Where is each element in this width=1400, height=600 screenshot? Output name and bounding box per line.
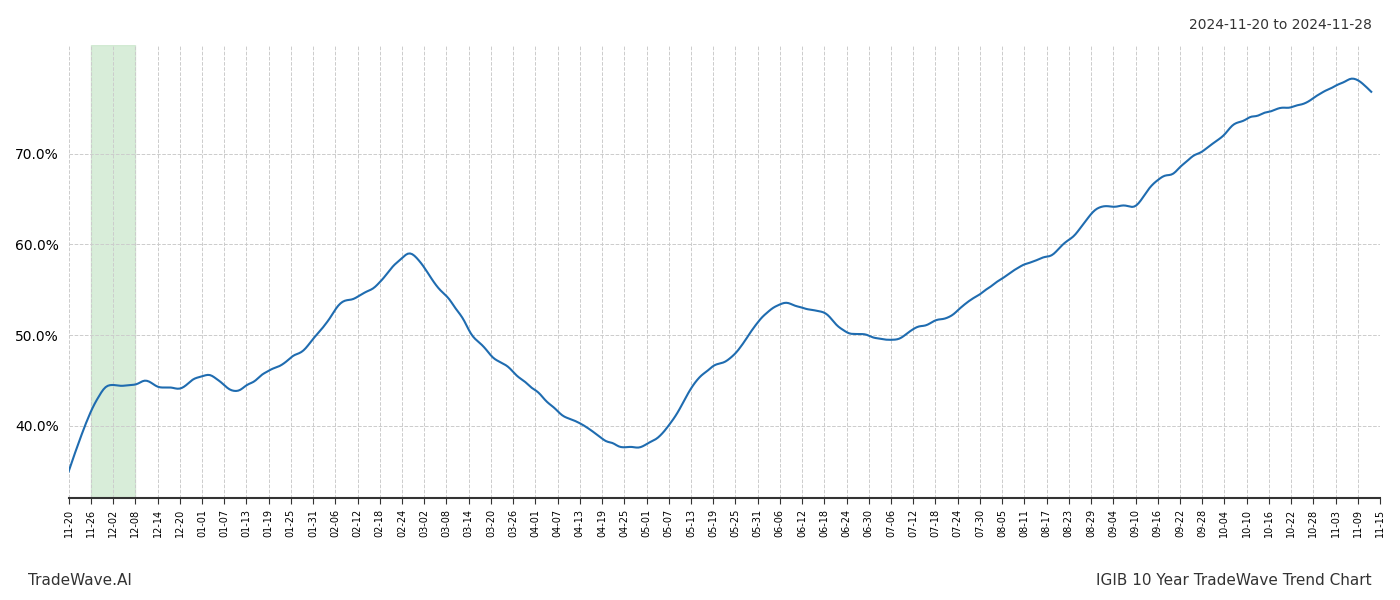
Bar bbox=[91, 45, 136, 498]
Text: TradeWave.AI: TradeWave.AI bbox=[28, 573, 132, 588]
Text: 2024-11-20 to 2024-11-28: 2024-11-20 to 2024-11-28 bbox=[1189, 18, 1372, 32]
Text: IGIB 10 Year TradeWave Trend Chart: IGIB 10 Year TradeWave Trend Chart bbox=[1096, 573, 1372, 588]
